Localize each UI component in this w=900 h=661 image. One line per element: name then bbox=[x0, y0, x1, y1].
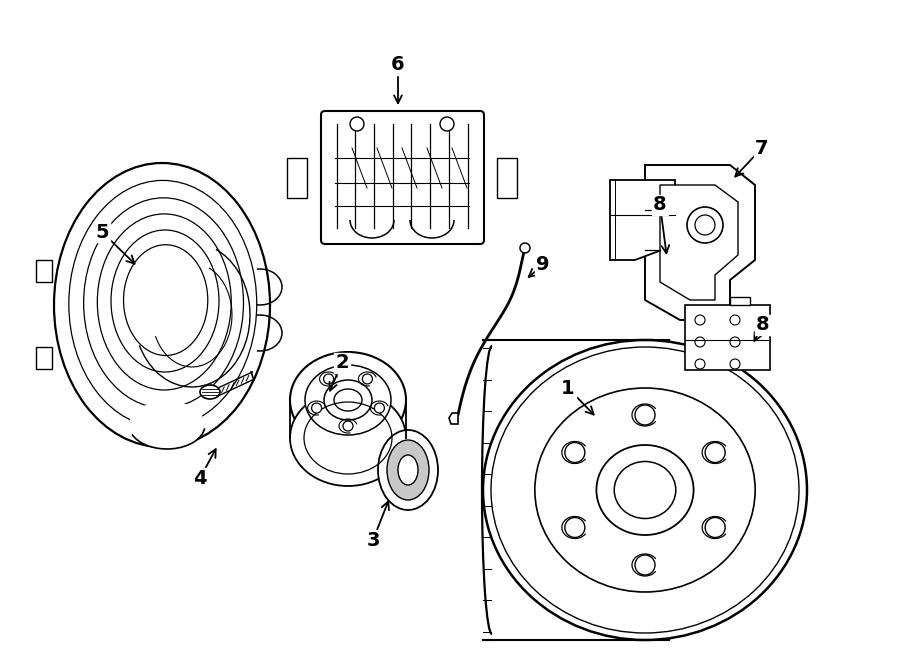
Circle shape bbox=[311, 403, 321, 413]
Text: 3: 3 bbox=[366, 531, 380, 549]
Text: 4: 4 bbox=[194, 469, 207, 488]
Circle shape bbox=[705, 518, 725, 537]
Ellipse shape bbox=[129, 401, 205, 449]
Polygon shape bbox=[730, 297, 750, 305]
Text: 1: 1 bbox=[562, 379, 575, 397]
Text: 2: 2 bbox=[335, 354, 349, 373]
Circle shape bbox=[565, 442, 585, 463]
Ellipse shape bbox=[54, 163, 270, 447]
Ellipse shape bbox=[324, 380, 372, 420]
Ellipse shape bbox=[387, 440, 429, 500]
Polygon shape bbox=[685, 305, 770, 370]
Polygon shape bbox=[36, 347, 52, 369]
Text: 8: 8 bbox=[653, 196, 667, 215]
Ellipse shape bbox=[305, 365, 391, 435]
Polygon shape bbox=[645, 165, 755, 320]
Polygon shape bbox=[36, 260, 52, 282]
Polygon shape bbox=[660, 185, 738, 300]
Circle shape bbox=[324, 374, 334, 384]
Ellipse shape bbox=[200, 385, 220, 399]
Circle shape bbox=[635, 555, 655, 575]
Text: 5: 5 bbox=[95, 223, 109, 241]
Text: 9: 9 bbox=[536, 256, 550, 274]
Circle shape bbox=[374, 403, 384, 413]
Circle shape bbox=[687, 207, 723, 243]
Circle shape bbox=[440, 117, 454, 131]
Circle shape bbox=[705, 442, 725, 463]
Ellipse shape bbox=[398, 455, 418, 485]
Polygon shape bbox=[449, 413, 458, 424]
FancyBboxPatch shape bbox=[321, 111, 484, 244]
Circle shape bbox=[343, 421, 353, 431]
Circle shape bbox=[565, 518, 585, 537]
Circle shape bbox=[350, 117, 364, 131]
Text: 6: 6 bbox=[392, 56, 405, 75]
Text: 7: 7 bbox=[755, 139, 769, 157]
Ellipse shape bbox=[378, 430, 438, 510]
Ellipse shape bbox=[290, 352, 406, 448]
Circle shape bbox=[635, 405, 655, 425]
Polygon shape bbox=[497, 158, 517, 198]
Text: 8: 8 bbox=[756, 315, 770, 334]
Ellipse shape bbox=[290, 390, 406, 486]
Circle shape bbox=[520, 243, 530, 253]
Circle shape bbox=[363, 374, 373, 384]
Polygon shape bbox=[610, 180, 675, 260]
Polygon shape bbox=[287, 158, 307, 198]
